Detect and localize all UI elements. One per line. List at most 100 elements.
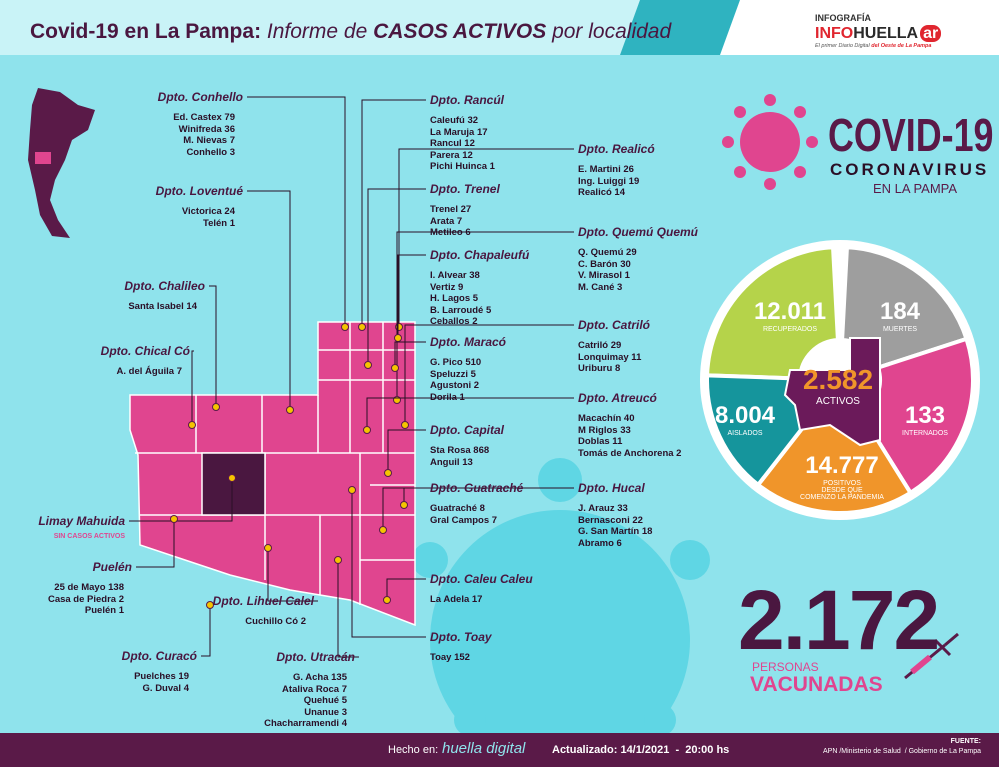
- locality: M. Nievas 7: [183, 135, 235, 146]
- locality-dot: [170, 515, 178, 523]
- department-name: Dpto. Chapaleufú: [430, 248, 530, 262]
- locality: Parera 12: [430, 149, 473, 161]
- locality: H. Lagos 5: [430, 293, 479, 304]
- locality: Ceballos 2: [430, 316, 478, 327]
- leader-line: [191, 350, 194, 425]
- brand-huella: HUELLA: [853, 25, 919, 42]
- title: Covid-19 en La Pampa: Informe de CASOS A…: [30, 20, 671, 44]
- stat-value: 8.004: [714, 402, 776, 429]
- virus-icon: [722, 94, 818, 190]
- department-name: Dpto. Capital: [430, 423, 504, 437]
- leader-line: [404, 324, 574, 425]
- locality: Vertiz 9: [430, 281, 464, 293]
- leader-line: [361, 99, 426, 327]
- footer-bar: [0, 733, 999, 767]
- leader-line: [351, 490, 426, 638]
- stat-positivos: 14.777 POSITIVOS DESDE QUE COMENZO LA PAND…: [800, 452, 884, 501]
- brand-logo: INFOHUELLA ar: [815, 25, 942, 43]
- stat-value: 184: [879, 298, 921, 325]
- title-main: Covid-19 en La Pampa:: [30, 20, 262, 43]
- department-name: Dpto. Conhello: [157, 90, 243, 104]
- department-name: Dpto. Caleu Caleu: [430, 572, 533, 586]
- locality: Chacharramendi 4: [264, 718, 347, 729]
- locality: Ing. Luiggi 19: [578, 175, 640, 187]
- locality: Sta Rosa 868: [430, 445, 490, 456]
- locality: Casa de Piedra 2: [47, 593, 124, 605]
- leader-line: [136, 519, 175, 568]
- leader-line: [247, 96, 346, 327]
- leader-lines: [129, 96, 574, 658]
- stat-value: 133: [904, 402, 946, 429]
- locality: Catriló 29: [578, 340, 622, 351]
- leader-line: [366, 397, 574, 430]
- leader-line: [367, 188, 426, 365]
- locality: La Adela 17: [430, 594, 483, 605]
- locality: Trenel 27: [430, 204, 472, 215]
- locality-dot: [383, 596, 391, 604]
- locality: I. Alvear 38: [430, 270, 480, 281]
- locality: V. Mirasol 1: [578, 270, 630, 281]
- locality: Ataliva Roca 7: [282, 683, 347, 695]
- tagline-highlight: del Oeste de La Pampa: [871, 43, 932, 49]
- leader-line: [382, 487, 574, 530]
- locality: A. del Águila 7: [116, 366, 182, 377]
- leader-line: [386, 578, 426, 600]
- locality: C. Barón 30: [578, 258, 631, 270]
- stat-label: COMENZO LA PANDEMIA: [800, 494, 884, 501]
- locality: J. Arauz 33: [578, 503, 628, 514]
- locality: Arata 7: [430, 215, 463, 227]
- locality-dot: [401, 421, 409, 429]
- department-name: Dpto. Utracán: [276, 650, 355, 664]
- department-borders: [135, 322, 415, 605]
- locality: G. Acha 135: [292, 672, 347, 683]
- leader-line: [201, 605, 211, 657]
- locality: Doblas 11: [578, 436, 623, 447]
- brand-tagline: El primer Diario Digital del Oeste de La…: [815, 43, 931, 49]
- department-name: Dpto. Loventué: [155, 184, 243, 198]
- footer-source-title: FUENTE:: [950, 738, 981, 745]
- panel-subtitle: CORONAVIRUS: [830, 160, 990, 179]
- la-pampa-center: [783, 337, 881, 447]
- locality: Guatraché 8: [430, 503, 485, 514]
- stat-value: 12.011: [753, 298, 827, 325]
- locality: Tomás de Anchorena 2: [578, 447, 682, 459]
- locality: Gral Campos 7: [430, 514, 498, 526]
- locality: Telén 1: [202, 217, 235, 229]
- locality-dot: [364, 361, 372, 369]
- la-pampa-map: [129, 321, 416, 627]
- locality: Dorila 1: [430, 391, 465, 403]
- locality-dot: [286, 406, 294, 414]
- locality: Uriburu 8: [578, 363, 621, 374]
- locality-dot: [384, 469, 392, 477]
- leader-line: [247, 190, 291, 410]
- locality-dot: [334, 556, 342, 564]
- locality: Lonquimay 11: [578, 351, 642, 363]
- vaccination-value: 2.172: [738, 573, 940, 667]
- locality: 25 de Mayo 138: [54, 582, 124, 593]
- leader-line: [337, 560, 359, 658]
- title-part: por localidad: [552, 20, 672, 43]
- locality: Q. Quemú 29: [578, 247, 637, 258]
- department-note: SIN CASOS ACTIVOS: [53, 533, 125, 540]
- leader-line: [397, 254, 426, 338]
- stat-label: ACTIVOS: [816, 396, 860, 407]
- locality-dot: [206, 601, 214, 609]
- locality: G. San Martín 18: [578, 526, 653, 537]
- locality-dot: [358, 323, 366, 331]
- department-name: Dpto. Toay: [430, 630, 492, 644]
- locality: Rancul 12: [430, 138, 475, 149]
- argentina-map: [28, 88, 95, 238]
- stat-value: 2.582: [802, 364, 874, 395]
- department-name: Dpto. Chalileo: [124, 279, 205, 293]
- stat-label: DESDE QUE: [821, 487, 863, 494]
- stat-label: MUERTES: [882, 326, 918, 333]
- locality: Metileo 6: [430, 227, 471, 238]
- donut-segment: [705, 245, 841, 381]
- stat-activos: 2.582 ACTIVOS: [803, 364, 873, 407]
- virus-decoration: [412, 458, 710, 767]
- locality-dot: [341, 323, 349, 331]
- locality: G. Pico 510: [430, 357, 482, 368]
- locality: Toay 152: [430, 652, 470, 663]
- stat-label: AISLADOS: [727, 430, 763, 437]
